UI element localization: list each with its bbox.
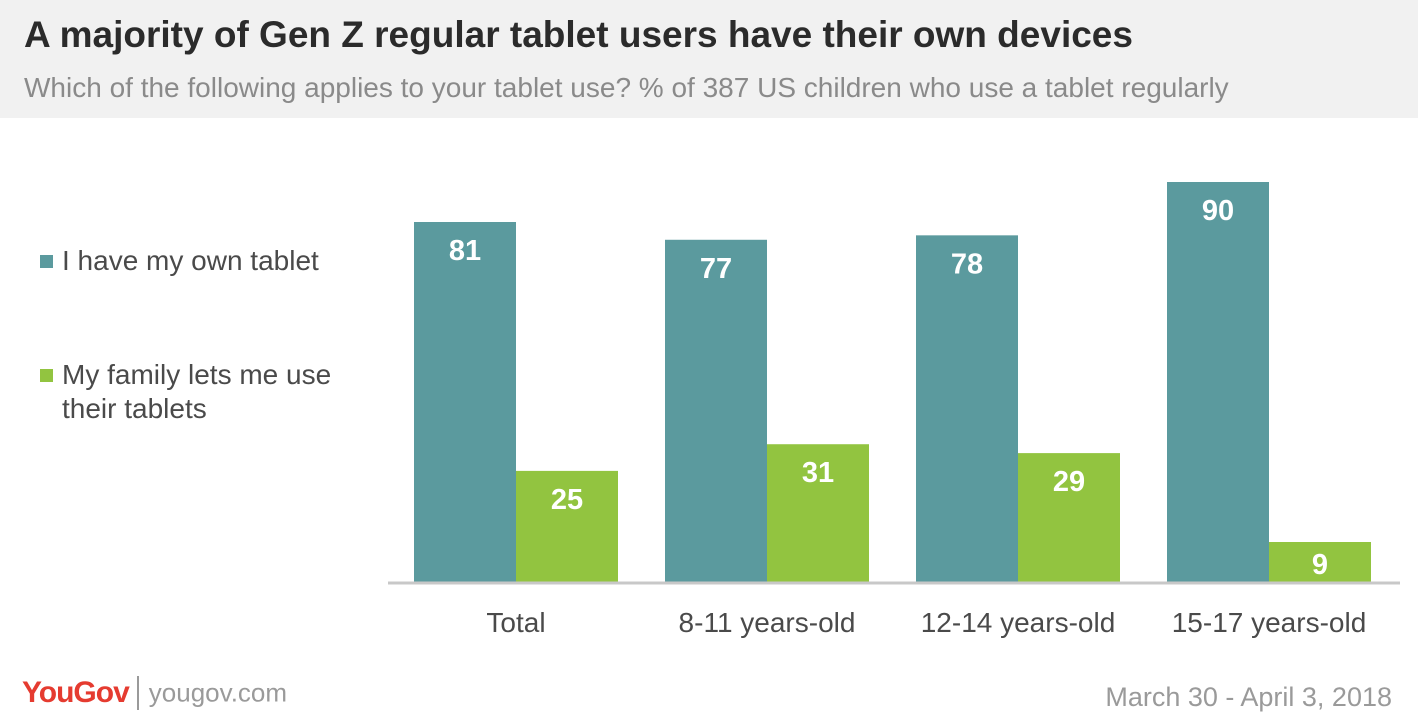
bar-family-tablets-3 bbox=[1269, 542, 1371, 582]
yougov-logo: YouGov bbox=[22, 676, 130, 709]
value-label-family-tablets-1: 31 bbox=[802, 457, 834, 489]
brand-separator bbox=[136, 676, 139, 710]
legend-swatch-own-tablet bbox=[40, 255, 53, 268]
category-tick-label-1: 8-11 years-old bbox=[679, 607, 856, 638]
value-label-own-tablet-1: 77 bbox=[700, 253, 732, 285]
value-label-family-tablets-3: 9 bbox=[1312, 549, 1328, 581]
brand-url: yougov.com bbox=[148, 677, 288, 708]
value-label-own-tablet-0: 81 bbox=[449, 235, 481, 267]
bar-own-tablet-1 bbox=[665, 239, 767, 582]
category-tick-label-2: 12-14 years-old bbox=[921, 607, 1116, 638]
bar-family-tablets-0 bbox=[516, 470, 618, 582]
value-label-family-tablets-2: 29 bbox=[1053, 466, 1085, 498]
bar-own-tablet-2 bbox=[916, 235, 1018, 583]
header: A majority of Gen Z regular tablet users… bbox=[0, 0, 1418, 118]
category-tick-label-0: Total bbox=[486, 607, 545, 638]
chart-subtitle: Which of the following applies to your t… bbox=[24, 72, 1229, 103]
legend-swatch-family-tablets bbox=[40, 369, 53, 382]
footer-brand: YouGov yougov.com bbox=[22, 676, 287, 716]
bar-own-tablet-0 bbox=[414, 222, 516, 582]
value-label-family-tablets-0: 25 bbox=[551, 484, 583, 516]
bars-layer bbox=[414, 182, 1371, 583]
chart-title: A majority of Gen Z regular tablet users… bbox=[24, 14, 1133, 55]
bar-family-tablets-2 bbox=[1018, 453, 1120, 582]
legend-label-own-tablet: I have my own tablet bbox=[62, 245, 319, 276]
value-label-own-tablet-3: 90 bbox=[1202, 195, 1234, 227]
legend-label-family-tablets: My family lets me use their tablets bbox=[62, 359, 332, 424]
survey-date: March 30 - April 3, 2018 bbox=[1105, 682, 1392, 712]
value-label-own-tablet-2: 78 bbox=[951, 248, 983, 280]
bar-own-tablet-3 bbox=[1167, 182, 1269, 582]
bar-family-tablets-1 bbox=[767, 444, 869, 582]
value-labels-layer: 81 25 77 31 78 29 90 9 bbox=[449, 195, 1328, 581]
category-tick-label-3: 15-17 years-old bbox=[1172, 607, 1367, 638]
category-ticks-layer: Total 8-11 years-old 12-14 years-old 15-17 … bbox=[486, 607, 1366, 638]
